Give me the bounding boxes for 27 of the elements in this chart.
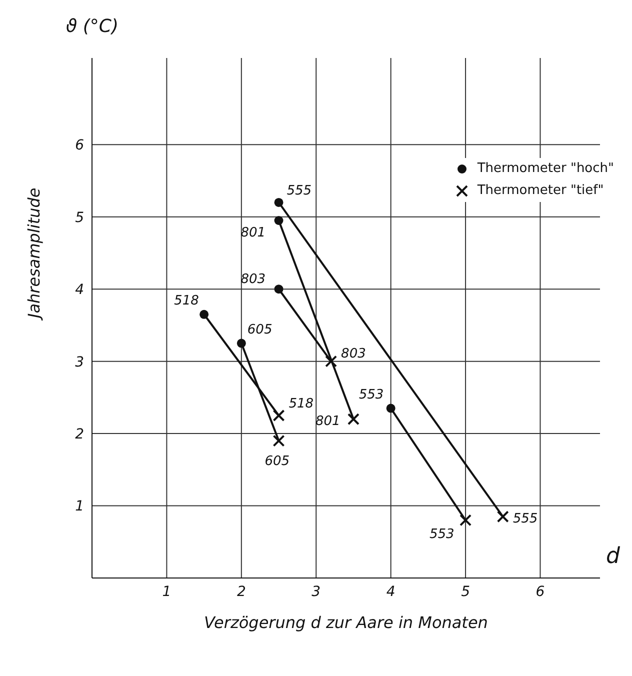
annotation: 803 — [341, 346, 366, 362]
text: ϑ (°C) — [66, 16, 118, 37]
annotation: 553 — [358, 387, 384, 402]
annotation: 518 — [174, 293, 199, 308]
y-tick-label: 3 — [75, 354, 84, 370]
y-axis-title: Jahresamplitude — [24, 188, 44, 321]
y-tick-label: 1 — [75, 498, 84, 515]
y-tick-label: 2 — [75, 426, 84, 443]
x-tick-label: 3 — [312, 584, 321, 600]
x-tick-label: 1 — [162, 584, 172, 600]
x-tick-label: 6 — [536, 584, 545, 600]
x-tick-label: 2 — [236, 584, 246, 600]
annotation: 605 — [264, 454, 290, 469]
x-axis-title: Verzögerung d zur Aare in Monaten — [204, 613, 488, 632]
text: d — [606, 544, 620, 569]
annotation: 605 — [247, 322, 272, 338]
annotation: 555 — [286, 183, 312, 198]
annotation: 518 — [288, 396, 314, 412]
x-tick-label: 4 — [386, 584, 396, 600]
annotation: 555 — [512, 512, 538, 527]
legend-label: Thermometer "hoch" — [477, 160, 614, 178]
y-tick-label: 5 — [75, 210, 84, 226]
y-tick-label: 4 — [75, 282, 84, 298]
y-tick-label: 6 — [75, 138, 84, 154]
annotation: 553 — [430, 527, 454, 542]
legend-label: Thermometer "tief" — [477, 182, 604, 200]
x-tick-label: 5 — [461, 584, 470, 600]
